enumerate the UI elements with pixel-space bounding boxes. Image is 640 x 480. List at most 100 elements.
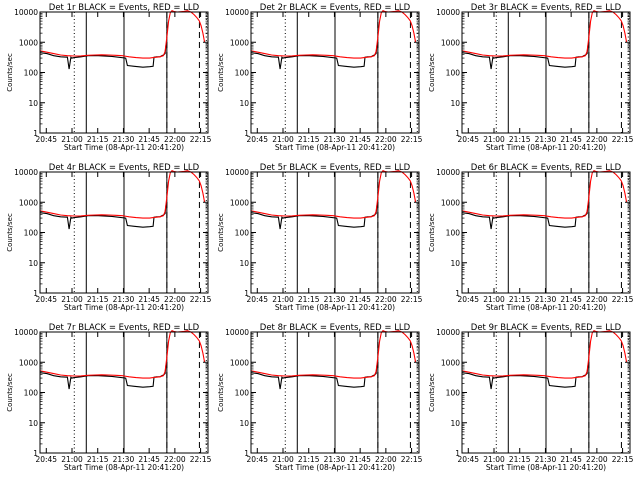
panel-title: Det 9r BLACK = Events, RED = LLD	[471, 323, 622, 333]
x-tick-label: 21:45	[349, 135, 371, 144]
panel-7: Det 7r BLACK = Events, RED = LLD 1 10 100 10…	[6, 323, 212, 472]
lld-series-line	[250, 170, 417, 219]
y-tick-label: 1	[33, 129, 38, 138]
x-tick-label: 21:45	[349, 455, 371, 464]
panel-title: Det 3r BLACK = Events, RED = LLD	[471, 3, 622, 13]
x-tick-label: 21:30	[535, 135, 557, 144]
x-tick-label: 21:00	[272, 295, 294, 304]
lld-series-line	[461, 330, 628, 379]
y-tick-label: 10	[28, 99, 38, 108]
y-axis-label: Counts/sec	[6, 53, 14, 92]
x-tick-label: 20:45	[246, 135, 268, 144]
events-series-line	[461, 45, 589, 70]
panel-4: Det 4r BLACK = Events, RED = LLD 1 10 100 10…	[6, 163, 212, 312]
x-axis-label: Start Time (08-Apr-11 20:41:20)	[64, 143, 184, 152]
x-tick-label: 21:30	[113, 135, 135, 144]
events-series-line	[250, 205, 378, 230]
lld-series-line	[39, 10, 206, 59]
x-tick-label: 21:45	[560, 455, 582, 464]
y-axis-label: Counts/sec	[428, 53, 436, 92]
y-tick-label: 10	[450, 259, 460, 268]
x-tick-label: 22:15	[190, 455, 212, 464]
x-tick-label: 20:45	[35, 295, 57, 304]
y-tick-label: 1	[33, 449, 38, 458]
y-tick-label: 10000	[14, 168, 38, 177]
panel-title: Det 7r BLACK = Events, RED = LLD	[49, 323, 200, 333]
y-tick-label: 100	[446, 69, 461, 78]
x-tick-label: 21:00	[61, 455, 83, 464]
events-series-line	[461, 205, 589, 230]
y-tick-label: 10000	[225, 168, 249, 177]
panel-6: Det 6r BLACK = Events, RED = LLD 1 10 100 10…	[428, 163, 634, 312]
x-tick-label: 22:00	[375, 295, 397, 304]
x-tick-label: 22:00	[586, 455, 608, 464]
x-tick-label: 20:45	[35, 455, 57, 464]
x-tick-label: 22:00	[164, 455, 186, 464]
y-tick-label: 1000	[19, 358, 38, 367]
x-tick-label: 20:45	[457, 295, 479, 304]
y-axis-label: Counts/sec	[428, 373, 436, 412]
events-series-line	[461, 365, 589, 390]
x-axis-label: Start Time (08-Apr-11 20:41:20)	[486, 143, 606, 152]
lld-series-line	[250, 10, 417, 59]
y-axis-label: Counts/sec	[428, 213, 436, 252]
x-tick-label: 21:30	[324, 295, 346, 304]
x-tick-label: 21:45	[560, 295, 582, 304]
panel-3: Det 3r BLACK = Events, RED = LLD 1 10 100 10…	[428, 3, 634, 152]
y-tick-label: 1	[33, 289, 38, 298]
y-axis-label: Counts/sec	[217, 373, 225, 412]
y-tick-label: 10	[450, 99, 460, 108]
x-tick-label: 21:30	[324, 455, 346, 464]
y-tick-label: 10000	[225, 8, 249, 17]
y-tick-label: 10	[28, 259, 38, 268]
x-tick-label: 21:30	[535, 295, 557, 304]
x-tick-label: 21:45	[138, 455, 160, 464]
y-tick-label: 100	[446, 389, 461, 398]
x-axis-label: Start Time (08-Apr-11 20:41:20)	[64, 303, 184, 312]
x-tick-label: 22:00	[586, 135, 608, 144]
x-tick-label: 20:45	[246, 455, 268, 464]
y-tick-label: 100	[24, 229, 39, 238]
panel-title: Det 1r BLACK = Events, RED = LLD	[49, 3, 200, 13]
y-tick-label: 1000	[19, 198, 38, 207]
x-axis-label: Start Time (08-Apr-11 20:41:20)	[275, 143, 395, 152]
x-tick-label: 21:30	[113, 295, 135, 304]
x-tick-label: 21:00	[483, 455, 505, 464]
lld-series-line	[39, 170, 206, 219]
y-tick-label: 100	[24, 389, 39, 398]
x-tick-label: 21:00	[61, 135, 83, 144]
x-tick-label: 21:15	[87, 455, 109, 464]
y-axis-label: Counts/sec	[217, 53, 225, 92]
x-tick-label: 21:00	[272, 135, 294, 144]
x-tick-label: 21:00	[272, 455, 294, 464]
y-tick-label: 10	[450, 419, 460, 428]
x-tick-label: 20:45	[457, 455, 479, 464]
x-tick-label: 20:45	[457, 135, 479, 144]
x-tick-label: 22:15	[612, 295, 634, 304]
lld-series-line	[461, 10, 628, 59]
x-tick-label: 21:00	[61, 295, 83, 304]
lld-series-line	[250, 330, 417, 379]
x-tick-label: 21:15	[298, 455, 320, 464]
y-tick-label: 10	[239, 259, 249, 268]
y-tick-label: 100	[24, 69, 39, 78]
x-axis-label: Start Time (08-Apr-11 20:41:20)	[64, 463, 184, 472]
x-tick-label: 22:15	[612, 455, 634, 464]
x-tick-label: 22:00	[375, 455, 397, 464]
y-tick-label: 10000	[14, 8, 38, 17]
panel-2: Det 2r BLACK = Events, RED = LLD 1 10 100 10…	[217, 3, 423, 152]
y-tick-label: 10000	[436, 8, 460, 17]
x-tick-label: 21:30	[535, 455, 557, 464]
x-tick-label: 21:15	[298, 295, 320, 304]
y-tick-label: 1	[455, 289, 460, 298]
y-tick-label: 10000	[436, 328, 460, 337]
y-tick-label: 1	[244, 289, 249, 298]
x-tick-label: 22:00	[586, 295, 608, 304]
x-tick-label: 22:00	[164, 295, 186, 304]
panel-5: Det 5r BLACK = Events, RED = LLD 1 10 100 10…	[217, 163, 423, 312]
panel-title: Det 2r BLACK = Events, RED = LLD	[260, 3, 411, 13]
lld-series-line	[461, 170, 628, 219]
y-tick-label: 1	[455, 449, 460, 458]
y-axis-label: Counts/sec	[6, 213, 14, 252]
